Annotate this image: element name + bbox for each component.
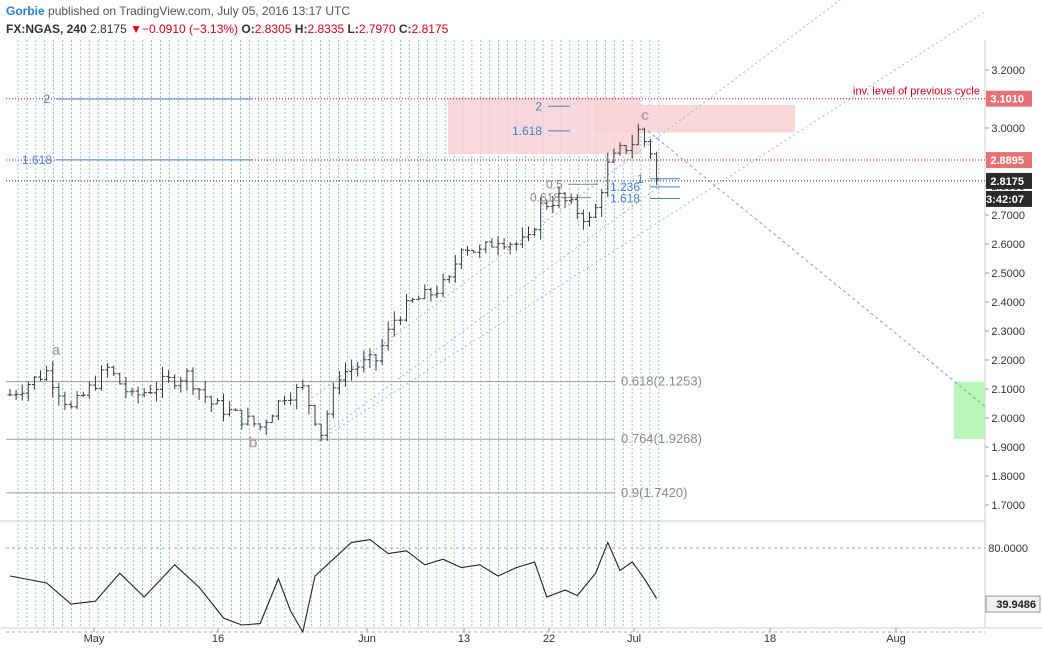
open-label: O: <box>241 22 255 36</box>
channel-lower-line[interactable] <box>329 185 661 431</box>
y-tick-label: 2.5000 <box>991 268 1025 280</box>
x-tick-label: Aug <box>886 633 906 645</box>
down-arrow-icon: ▼ <box>130 22 142 36</box>
publish-info: Gorbie published on TradingView.com, Jul… <box>6 4 350 18</box>
inv-level-badge-bg <box>986 90 1032 107</box>
fib-small-label: 1 <box>637 172 644 186</box>
last-price: 2.8175 <box>90 22 127 36</box>
fib-small-label: 0.618 <box>530 191 560 205</box>
inv-level-badge: 3.1010 <box>990 94 1024 106</box>
y-tick-label: 2.4000 <box>991 297 1025 309</box>
x-tick-label: May <box>84 633 105 645</box>
fib-left-label: 1.618 <box>22 153 52 167</box>
countdown-badge: 3:42:07 <box>986 194 1024 206</box>
current-price-badge: 2.8175 <box>990 176 1024 188</box>
fib-retrace-label: 0.764(1.9268) <box>621 431 702 446</box>
wave-label-c: c <box>641 107 649 124</box>
y-tick-label: 2.6000 <box>991 239 1025 251</box>
x-tick-label: 16 <box>212 633 224 645</box>
x-tick-label: Jun <box>358 633 376 645</box>
rsi-tick-label: 80.0000 <box>988 543 1028 555</box>
fib-retrace-label: 0.9(1.7420) <box>621 485 688 500</box>
y-tick-label: 3.0000 <box>991 123 1025 135</box>
current-price-badge-bg <box>986 172 1032 189</box>
fib-small-label: 0.5 <box>546 177 563 191</box>
channel-mid-line[interactable] <box>317 11 986 442</box>
fib-small-label: 1.618 <box>610 191 640 205</box>
channel-upper-line[interactable] <box>311 0 855 399</box>
x-tick-label: Jul <box>627 633 641 645</box>
target-zone-pink-right[interactable] <box>594 104 795 133</box>
y-tick-label: 2.0000 <box>991 413 1025 425</box>
high-label: H: <box>294 22 308 36</box>
y-tick-label: 2.2000 <box>991 355 1025 367</box>
wave-label-a: a <box>52 342 61 359</box>
price-change: −0.0910 (−3.13%) <box>141 22 239 36</box>
symbol-label[interactable]: FX:NGAS, 240 <box>6 22 87 36</box>
red-level-badge: 2.8895 <box>990 155 1024 167</box>
x-tick-label: 13 <box>458 633 470 645</box>
rsi-value-badge: 39.9486 <box>996 599 1036 611</box>
y-tick-label: 1.8000 <box>991 471 1025 483</box>
rsi-value-badge-bg <box>985 595 1041 613</box>
y-tick-label: 3.2000 <box>991 65 1025 77</box>
close-value: 2.8175 <box>411 22 449 36</box>
published-text: published on TradingView.com, July 05, 2… <box>48 4 350 18</box>
y-tick-label: 1.7000 <box>991 500 1025 512</box>
projection-line[interactable] <box>647 130 986 407</box>
fib-small-label: 1.236 <box>610 180 640 194</box>
author-name[interactable]: Gorbie <box>6 4 45 18</box>
fib-top-label: 1.618 <box>512 124 542 138</box>
fib-left-label: 2 <box>43 92 50 106</box>
low-value: 2.7970 <box>358 22 396 36</box>
ohlc-legend: FX:NGAS, 240 2.8175 ▼−0.0910 (−3.13%) O:… <box>6 22 448 36</box>
fib-top-label: 2 <box>535 99 542 113</box>
chart-header: Gorbie published on TradingView.com, Jul… <box>0 0 1042 40</box>
inv-level-label: inv. level of previous cycle <box>853 86 980 98</box>
y-tick-label: 2.1000 <box>991 384 1025 396</box>
y-tick-label: 1.9000 <box>991 442 1025 454</box>
countdown-badge-bg <box>986 190 1032 207</box>
close-label: C: <box>398 22 412 36</box>
high-value: 2.8335 <box>307 22 345 36</box>
y-tick-label: 2.7000 <box>991 210 1025 222</box>
red-level-badge-bg <box>986 152 1032 169</box>
target-zone-green[interactable] <box>954 381 985 439</box>
y-tick-label: 2.3000 <box>991 326 1025 338</box>
open-value: 2.8305 <box>254 22 292 36</box>
x-tick-label: 18 <box>764 633 776 645</box>
rsi-line[interactable] <box>9 539 658 634</box>
wave-label-b: b <box>248 435 257 452</box>
x-tick-label: 22 <box>543 633 555 645</box>
low-label: L: <box>347 22 359 36</box>
fib-retrace-label: 0.618(2.1253) <box>621 374 702 389</box>
